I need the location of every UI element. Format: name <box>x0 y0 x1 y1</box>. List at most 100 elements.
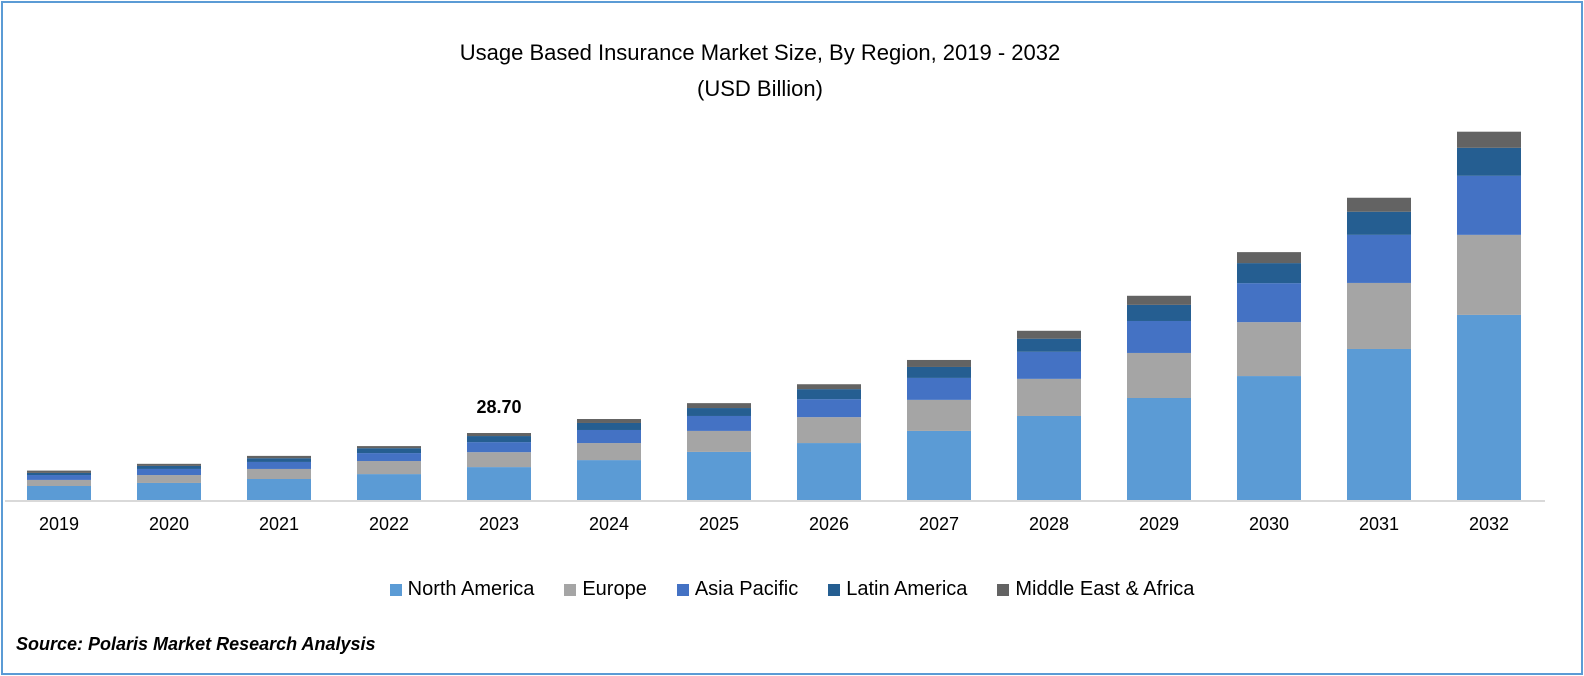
bar-segment-north-america-2022 <box>357 474 421 500</box>
bar-segment-asia-pacific-2026 <box>797 399 861 418</box>
x-tick-label: 2029 <box>1139 514 1179 534</box>
bar-segment-europe-2027 <box>907 399 971 431</box>
bar-segment-latin-america-2025 <box>687 408 751 416</box>
x-tick-label: 2027 <box>919 514 959 534</box>
bar-segment-latin-america-2019 <box>27 472 91 476</box>
bar-segment-north-america-2020 <box>137 482 201 500</box>
bar-segment-asia-pacific-2028 <box>1017 351 1081 379</box>
bar-segment-asia-pacific-2023 <box>467 442 531 453</box>
bar-segment-north-america-2025 <box>687 451 751 500</box>
bar-segment-asia-pacific-2021 <box>247 461 311 469</box>
bar-segment-north-america-2024 <box>577 460 641 500</box>
bar-segment-latin-america-2020 <box>137 465 201 469</box>
legend-item: Latin America <box>828 578 967 601</box>
bar-segment-middle-east-africa-2024 <box>577 419 641 423</box>
x-tick-label: 2022 <box>369 514 409 534</box>
bar-segment-middle-east-africa-2021 <box>247 455 311 459</box>
bar-segment-asia-pacific-2029 <box>1127 320 1191 353</box>
legend-label: Latin America <box>846 578 968 600</box>
x-tick-label: 2024 <box>589 514 629 534</box>
bar-segment-europe-2028 <box>1017 378 1081 416</box>
bar-segment-north-america-2031 <box>1347 348 1411 500</box>
data-label: 28.70 <box>476 397 521 417</box>
bar-segment-europe-2030 <box>1237 322 1301 377</box>
chart-title: Usage Based Insurance Market Size, By Re… <box>459 40 1061 65</box>
bar-segment-europe-2022 <box>357 461 421 475</box>
legend-item: North America <box>389 578 535 601</box>
bar-segment-asia-pacific-2030 <box>1237 283 1301 323</box>
bar-segment-middle-east-africa-2029 <box>1127 295 1191 305</box>
chart-subtitle: (USD Billion) <box>697 76 823 101</box>
bar-segment-europe-2024 <box>577 443 641 461</box>
bar-segment-north-america-2029 <box>1127 398 1191 500</box>
x-tick-label: 2023 <box>479 514 519 534</box>
bar-segment-europe-2032 <box>1457 234 1521 315</box>
bar-segment-middle-east-africa-2030 <box>1237 252 1301 264</box>
bar-segment-north-america-2023 <box>467 467 531 500</box>
legend: North America Europe Asia Pacific Latin Ame… <box>0 578 1584 601</box>
bar-segment-europe-2031 <box>1347 282 1411 349</box>
x-tick-label: 2030 <box>1249 514 1289 534</box>
bar-segment-asia-pacific-2031 <box>1347 234 1411 283</box>
bar-segment-north-america-2027 <box>907 430 971 500</box>
bar-segment-middle-east-africa-2028 <box>1017 330 1081 339</box>
legend-item: Europe <box>564 578 647 601</box>
bar-segment-middle-east-africa-2026 <box>797 384 861 390</box>
bar-segment-middle-east-africa-2027 <box>907 359 971 367</box>
bar-segment-latin-america-2024 <box>577 422 641 430</box>
x-tick-label: 2019 <box>39 514 79 534</box>
bar-segment-europe-2019 <box>27 479 91 486</box>
legend-swatch <box>389 583 402 596</box>
bar-segment-north-america-2028 <box>1017 415 1081 500</box>
x-tick-label: 2020 <box>149 514 189 534</box>
bar-segment-north-america-2019 <box>27 485 91 500</box>
x-tick-label: 2025 <box>699 514 739 534</box>
bar-segment-north-america-2021 <box>247 478 311 500</box>
bar-segment-europe-2020 <box>137 475 201 483</box>
bar-segment-latin-america-2032 <box>1457 147 1521 176</box>
bar-segment-middle-east-africa-2023 <box>467 433 531 437</box>
bar-segment-latin-america-2031 <box>1347 211 1411 235</box>
legend-label: Europe <box>582 578 647 600</box>
legend-swatch <box>676 583 689 596</box>
x-tick-label: 2031 <box>1359 514 1399 534</box>
bar-segment-latin-america-2023 <box>467 436 531 443</box>
bar-segment-latin-america-2029 <box>1127 304 1191 321</box>
bar-segment-asia-pacific-2025 <box>687 415 751 431</box>
legend-label: Middle East & Africa <box>1015 578 1195 600</box>
bar-segment-middle-east-africa-2022 <box>357 446 421 449</box>
bar-segment-middle-east-africa-2019 <box>27 470 91 473</box>
x-tick-label: 2026 <box>809 514 849 534</box>
legend-swatch <box>828 583 841 596</box>
legend-item: Asia Pacific <box>676 578 798 601</box>
bar-segment-latin-america-2022 <box>357 448 421 454</box>
bar-segment-asia-pacific-2024 <box>577 429 641 444</box>
legend-swatch <box>564 583 577 596</box>
bar-segment-europe-2021 <box>247 468 311 479</box>
legend-item: Middle East & Africa <box>997 578 1194 601</box>
bar-segment-north-america-2032 <box>1457 314 1521 500</box>
bar-segment-europe-2029 <box>1127 352 1191 399</box>
bar-segment-asia-pacific-2019 <box>27 475 91 480</box>
legend-swatch <box>997 583 1010 596</box>
legend-label: North America <box>407 578 535 600</box>
bar-segment-asia-pacific-2020 <box>137 468 201 476</box>
bar-segment-europe-2023 <box>467 452 531 468</box>
source-note: Source: Polaris Market Research Analysis <box>16 634 376 654</box>
bar-segment-middle-east-africa-2031 <box>1347 197 1411 212</box>
bar-segment-latin-america-2021 <box>247 458 311 462</box>
bar-segment-middle-east-africa-2032 <box>1457 131 1521 148</box>
x-tick-label: 2021 <box>259 514 299 534</box>
bar-segment-latin-america-2026 <box>797 389 861 400</box>
bar-segment-north-america-2030 <box>1237 376 1301 500</box>
bar-segment-asia-pacific-2022 <box>357 453 421 462</box>
bar-segment-latin-america-2028 <box>1017 338 1081 352</box>
bar-segment-europe-2025 <box>687 430 751 452</box>
bar-segment-europe-2026 <box>797 417 861 444</box>
bar-segment-latin-america-2030 <box>1237 263 1301 284</box>
bar-segment-north-america-2026 <box>797 443 861 500</box>
x-tick-label: 2028 <box>1029 514 1069 534</box>
bar-segment-asia-pacific-2027 <box>907 377 971 400</box>
